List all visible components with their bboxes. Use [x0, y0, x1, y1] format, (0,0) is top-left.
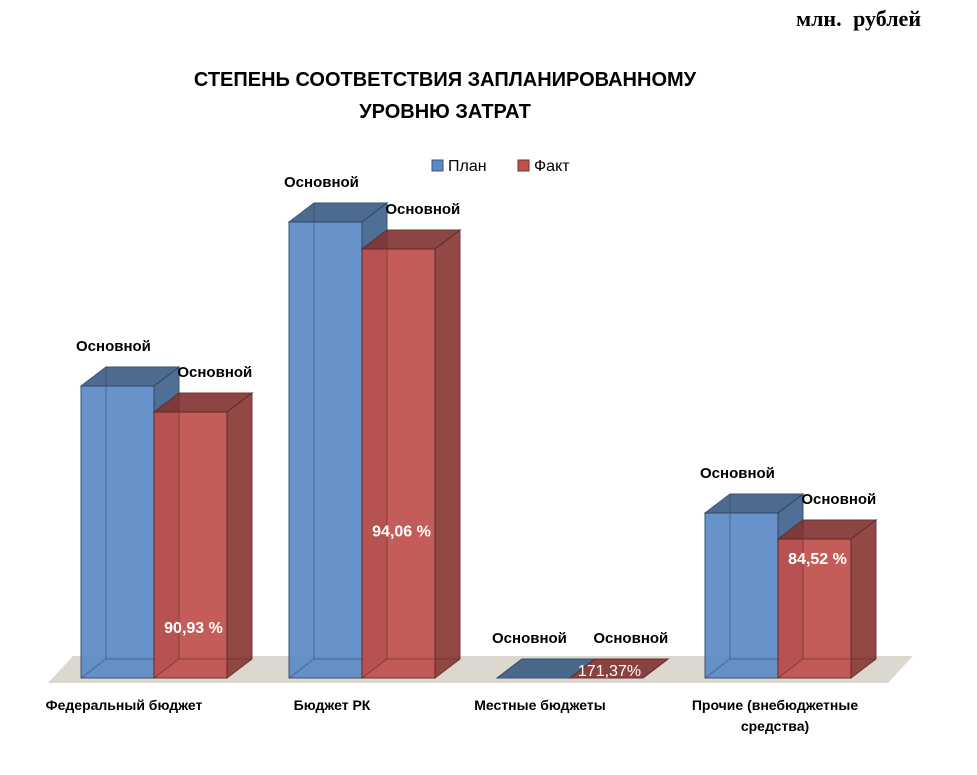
- bar-side-1-1: [434, 228, 461, 680]
- bar-floor-edge-1-1: [361, 658, 388, 679]
- data-label-plan-0: Основной: [76, 338, 151, 355]
- data-label-fact-0: Основной: [177, 364, 252, 381]
- bar-floor-edge-2-1: [569, 658, 596, 679]
- bar-fact-1: [361, 248, 436, 679]
- percent-label-3: 84,52 %: [788, 551, 847, 568]
- percent-label-2: 171,37%: [578, 663, 641, 680]
- legend-swatch-fact: [517, 159, 530, 172]
- bar-fact-0: [153, 411, 228, 679]
- legend-swatch-plan: [431, 159, 444, 172]
- bar-side-0-1: [226, 391, 253, 680]
- legend-label-plan: План: [448, 158, 487, 175]
- category-label-0: Федеральный бюджет: [46, 697, 203, 713]
- bar-floor-edge-3-0: [704, 658, 731, 679]
- unit-label: млн. рублей: [796, 6, 921, 31]
- bar-plan-0: [80, 385, 155, 679]
- bar-floor-edge-0-0: [80, 658, 107, 679]
- data-label-fact-3: Основной: [801, 491, 876, 508]
- data-label-plan-2: Основной: [492, 630, 567, 647]
- bar-floor-edge-0-1: [153, 658, 180, 679]
- percent-label-1: 94,06 %: [372, 523, 431, 540]
- data-label-fact-2: Основной: [593, 630, 668, 647]
- bar-plan-3: [704, 512, 779, 679]
- percent-label-0: 90,93 %: [164, 620, 223, 637]
- category-label-3-line1: Прочие (внебюджетные: [692, 697, 858, 713]
- chart-title-line-1: СТЕПЕНЬ СООТВЕТСТВИЯ ЗАПЛАНИРОВАННОМУ: [193, 69, 697, 91]
- category-label-1: Бюджет РК: [294, 697, 371, 713]
- category-label-2: Местные бюджеты: [474, 697, 605, 713]
- chart-floor: [48, 656, 913, 683]
- bar-plan-1: [288, 221, 363, 679]
- legend-label-fact: Факт: [534, 158, 570, 175]
- bar-floor-edge-2-0: [496, 658, 523, 679]
- chart-title-line-2: УРОВНЮ ЗАТРАТ: [359, 101, 531, 123]
- bar-fact-3: [777, 538, 852, 679]
- category-label-3-line2: средства): [741, 718, 809, 734]
- data-label-plan-3: Основной: [700, 465, 775, 482]
- data-label-plan-1: Основной: [284, 174, 359, 191]
- chart-title: СТЕПЕНЬ СООТВЕТСТВИЯ ЗАПЛАНИРОВАННОМУ УР…: [150, 64, 740, 128]
- bar-floor-edge-1-0: [288, 658, 315, 679]
- bar-side-3-1: [850, 518, 877, 680]
- data-label-fact-1: Основной: [385, 201, 460, 218]
- bar-floor-edge-3-1: [777, 658, 804, 679]
